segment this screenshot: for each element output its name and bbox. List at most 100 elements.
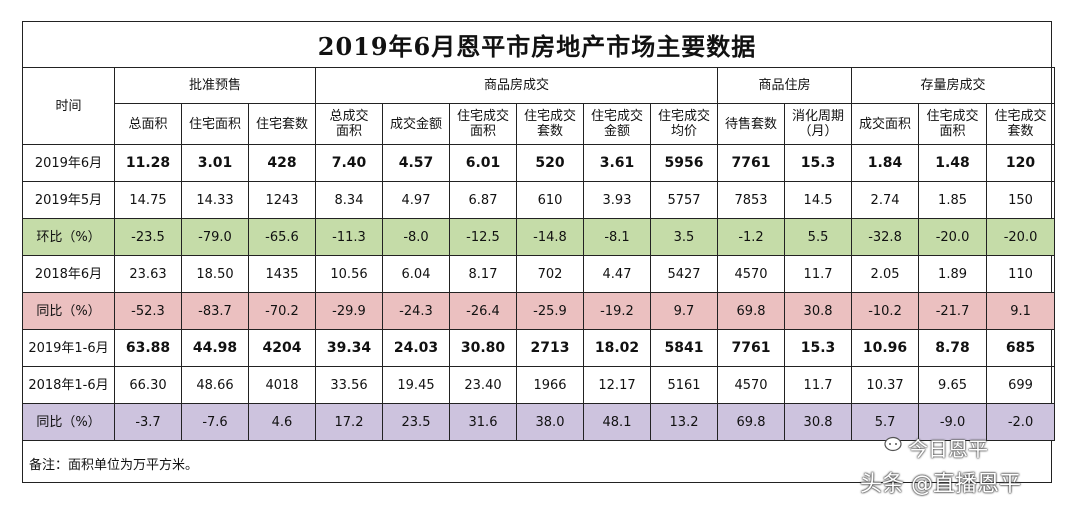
table-cell: 23.5 [382,403,450,441]
table-cell: 7.40 [315,144,383,182]
row-label: 同比（%） [22,292,115,330]
table-cell: 31.6 [449,403,517,441]
table-cell: 6.87 [449,181,517,219]
table-cell: 38.0 [516,403,584,441]
table-cell: -20.0 [918,218,988,256]
table-cell: 10.56 [315,255,383,293]
table-cell: -2.0 [986,403,1056,441]
table-cell: 69.8 [717,403,786,441]
table-cell: 63.88 [114,329,182,367]
table-cell: 7853 [717,181,786,219]
column-header: 总面积 [114,103,182,145]
table-cell: 9.7 [649,292,719,330]
column-header: 住宅成交 套数 [986,103,1056,145]
table-cell: 14.33 [181,181,249,219]
header-row-groups: 时间 批准预售 商品房成交 商品住房 存量房成交 [22,67,1056,145]
table-cell: -65.6 [248,218,316,256]
footnote: 备注：面积单位为万平方米。 [22,446,1052,483]
row-label: 2018年1-6月 [22,366,115,404]
watermark-source: 头条 @直播恩平 [860,472,1021,497]
table-cell: 1435 [248,255,316,293]
table-row: 2019年5月 14.75 14.33 1243 8.34 4.97 6.87 610 3.93… [22,181,1056,219]
table-cell: -32.8 [851,218,920,256]
table-cell: 5427 [649,255,719,293]
table-cell: 2713 [516,329,584,367]
table-cell: 6.04 [382,255,450,293]
table-cell: -26.4 [449,292,517,330]
table-cell: -8.0 [382,218,450,256]
table-cell: -83.7 [181,292,249,330]
table-cell: -79.0 [181,218,249,256]
table-cell: -8.1 [583,218,651,256]
column-header: 住宅成交 套数 [516,103,584,145]
table-cell: 9.65 [918,366,988,404]
table-cell: 1.48 [918,144,988,182]
table-cell: 11.28 [114,144,182,182]
table-cell: 4570 [717,255,786,293]
table-cell: -10.2 [851,292,920,330]
table-row: 同比（%） -3.7 -7.6 4.6 17.2 23.5 31.6 38.0 48.1 13.2… [22,403,1056,441]
table-cell: 13.2 [649,403,719,441]
row-label: 同比（%） [22,403,115,441]
group-header-presale: 批准预售 [114,67,316,104]
table-cell: -70.2 [248,292,316,330]
table-cell: 5.7 [851,403,920,441]
table-cell: 5956 [649,144,719,182]
table-cell: 23.63 [114,255,182,293]
table-cell: 5161 [649,366,719,404]
time-header: 时间 [22,67,115,145]
table-cell: 48.66 [181,366,249,404]
table-cell: 3.01 [181,144,249,182]
table-cell: 14.5 [784,181,853,219]
table-cell: 702 [516,255,584,293]
table-cell: -29.9 [315,292,383,330]
table-cell: 48.1 [583,403,651,441]
table-cell: 66.30 [114,366,182,404]
table-cell: -19.2 [583,292,651,330]
table-cell: 1243 [248,181,316,219]
table-cell: 10.37 [851,366,920,404]
row-label: 2019年6月 [22,144,115,182]
column-header: 住宅成交 面积 [449,103,517,145]
table-cell: -12.5 [449,218,517,256]
table-cell: 69.8 [717,292,786,330]
table-cell: -3.7 [114,403,182,441]
table-row: 2019年6月 11.28 3.01 428 7.40 4.57 6.01 520 3.61 59… [22,144,1056,182]
table-cell: 12.17 [583,366,651,404]
table-cell: 4.47 [583,255,651,293]
table-cell: 5841 [649,329,719,367]
table-cell: -1.2 [717,218,786,256]
table-cell: 428 [248,144,316,182]
table-cell: 23.40 [449,366,517,404]
watermark-account: 今日恩平 [908,437,988,461]
table-cell: 150 [986,181,1056,219]
table-row: 2018年1-6月 66.30 48.66 4018 33.56 19.45 23.40 19… [22,366,1056,404]
table-cell: -25.9 [516,292,584,330]
table-cell: 18.02 [583,329,651,367]
table-row: 2019年1-6月 63.88 44.98 4204 39.34 24.03 30.80 27… [22,329,1056,367]
table-cell: 8.78 [918,329,988,367]
data-table: 时间 批准预售 商品房成交 商品住房 存量房成交 总面积 住宅面积 住宅套数 总成交 … [22,67,1056,441]
table-cell: 685 [986,329,1056,367]
table-cell: -7.6 [181,403,249,441]
table-cell: -52.3 [114,292,182,330]
column-header: 总成交 面积 [315,103,383,145]
table-cell: 44.98 [181,329,249,367]
table-cell: -14.8 [516,218,584,256]
table-cell: 30.8 [784,292,853,330]
group-header-housing-stock: 商品住房 [717,67,853,104]
chat-bubble-icon [884,436,902,452]
table-cell: 4.6 [248,403,316,441]
table-cell: 4204 [248,329,316,367]
table-cell: 3.5 [649,218,719,256]
row-label: 环比（%） [22,218,115,256]
table-cell: 17.2 [315,403,383,441]
table-cell: 520 [516,144,584,182]
table-row: 2018年6月 23.63 18.50 1435 10.56 6.04 8.17 702 4.4… [22,255,1056,293]
table-cell: 19.45 [382,366,450,404]
table-cell: 14.75 [114,181,182,219]
table-cell: 4570 [717,366,786,404]
table-cell: 110 [986,255,1056,293]
table-cell: 3.93 [583,181,651,219]
table-cell: 610 [516,181,584,219]
